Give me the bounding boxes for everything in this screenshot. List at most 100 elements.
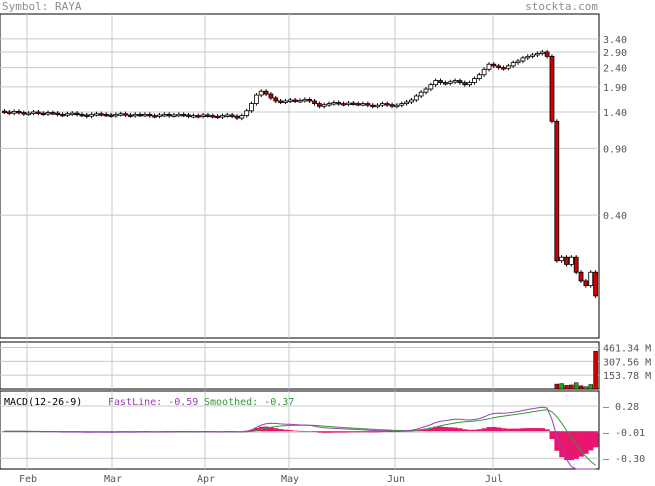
macd-histogram-bar	[307, 431, 313, 432]
volume-bar	[559, 383, 564, 390]
macd-histogram-bar	[375, 431, 381, 433]
candle-body	[578, 271, 584, 282]
macd-histogram-bar	[268, 427, 274, 432]
macd-histogram-bar	[549, 431, 555, 440]
candle-body	[447, 81, 453, 84]
candle-body	[229, 114, 235, 117]
candle-body	[510, 62, 516, 67]
macd-histogram-bar	[491, 426, 497, 432]
candle-body	[535, 53, 540, 56]
candle-body	[2, 110, 7, 114]
candle-body	[472, 78, 477, 83]
candle-body	[50, 112, 56, 115]
macd-histogram-bar	[476, 429, 483, 432]
candle-body	[413, 95, 419, 101]
macd-fast-line	[4, 406, 596, 470]
macd-histogram-bar	[433, 426, 439, 432]
candle-body	[588, 271, 594, 287]
candle-body	[520, 57, 526, 62]
macd-histogram-bar	[588, 431, 594, 451]
macd-histogram-bar	[510, 428, 516, 432]
candle-body	[190, 115, 196, 118]
price-panel	[0, 13, 600, 339]
volume-bar	[588, 384, 593, 390]
macd-title: MACD(12-26-9)	[4, 397, 82, 408]
candle-body	[302, 99, 308, 102]
candle-body	[273, 97, 279, 102]
candle-body	[452, 80, 458, 83]
candle-body	[316, 103, 322, 107]
macd-histogram-bar	[447, 427, 453, 432]
x-tick-label: Jul	[485, 474, 503, 485]
macd-histogram-bar	[370, 431, 376, 433]
macd-histogram-bar	[593, 431, 599, 448]
x-tick-label: Mar	[104, 474, 122, 485]
candle-body	[205, 114, 211, 117]
macd-tick-label: — 0.28	[603, 402, 639, 413]
price-tick-label: 0.90	[603, 144, 627, 155]
candle-body	[132, 113, 138, 117]
candle-body	[98, 113, 104, 116]
macd-histogram-bar	[496, 427, 502, 432]
macd-tick-label: — -0.30	[603, 454, 645, 465]
candle-body	[365, 103, 371, 106]
candle-body	[457, 80, 463, 83]
candle-body	[418, 91, 424, 97]
candle-body	[399, 103, 405, 106]
macd-histogram-bar	[535, 428, 541, 432]
candle-body	[583, 280, 589, 287]
candle-body	[515, 60, 521, 63]
macd-histogram-bar	[520, 428, 526, 432]
macd-histogram-bar	[346, 431, 352, 433]
candle-body	[224, 114, 230, 117]
candle-body	[442, 82, 448, 85]
macd-histogram-bar	[123, 431, 129, 432]
candle-body	[283, 100, 288, 103]
candle-body	[409, 99, 414, 103]
candle-body	[438, 80, 443, 83]
candle-body	[55, 112, 61, 116]
candle-body	[69, 112, 75, 116]
candle-body	[234, 115, 240, 119]
candle-body	[326, 103, 332, 106]
macd-histogram-bar	[132, 431, 138, 432]
macd-histogram-bar	[525, 428, 531, 432]
candle-body	[539, 51, 545, 54]
candle-body	[215, 115, 221, 119]
macd-histogram-bar	[336, 431, 342, 433]
candle-body	[346, 102, 351, 105]
site-name: stockta.com	[525, 0, 598, 13]
candle-body	[244, 110, 250, 116]
candle-body	[481, 68, 487, 76]
macd-histogram-bar	[331, 431, 337, 433]
candle-body	[297, 100, 303, 103]
macd-histogram-bar	[379, 431, 386, 433]
candle-body	[370, 104, 376, 108]
candle-body	[360, 103, 366, 106]
macd-histogram-bar	[137, 431, 143, 432]
price-tick-label: 0.40	[603, 211, 627, 222]
macd-histogram-bar	[292, 430, 298, 432]
macd-histogram-bar	[404, 431, 410, 432]
candle-body	[176, 113, 182, 117]
macd-histogram-bar	[287, 430, 294, 432]
macd-histogram-bar	[312, 431, 318, 432]
candle-body	[355, 103, 361, 106]
candle-body	[161, 113, 167, 117]
macd-histogram-bar	[341, 431, 347, 433]
macd-histogram-bar	[428, 427, 434, 432]
macd-histogram-bar	[462, 429, 468, 432]
macd-histogram-bar	[530, 428, 536, 432]
volume-bar	[573, 382, 579, 390]
candle-body	[157, 114, 162, 117]
candle-body	[486, 63, 492, 70]
candle-body	[549, 55, 555, 122]
candle-body	[467, 82, 472, 86]
volume-bar	[578, 385, 584, 390]
macd-histogram-bar	[568, 431, 575, 461]
candle-body	[21, 112, 27, 115]
candle-body	[31, 111, 36, 114]
candle-body	[200, 114, 206, 117]
price-tick-label: 2.40	[603, 64, 627, 75]
